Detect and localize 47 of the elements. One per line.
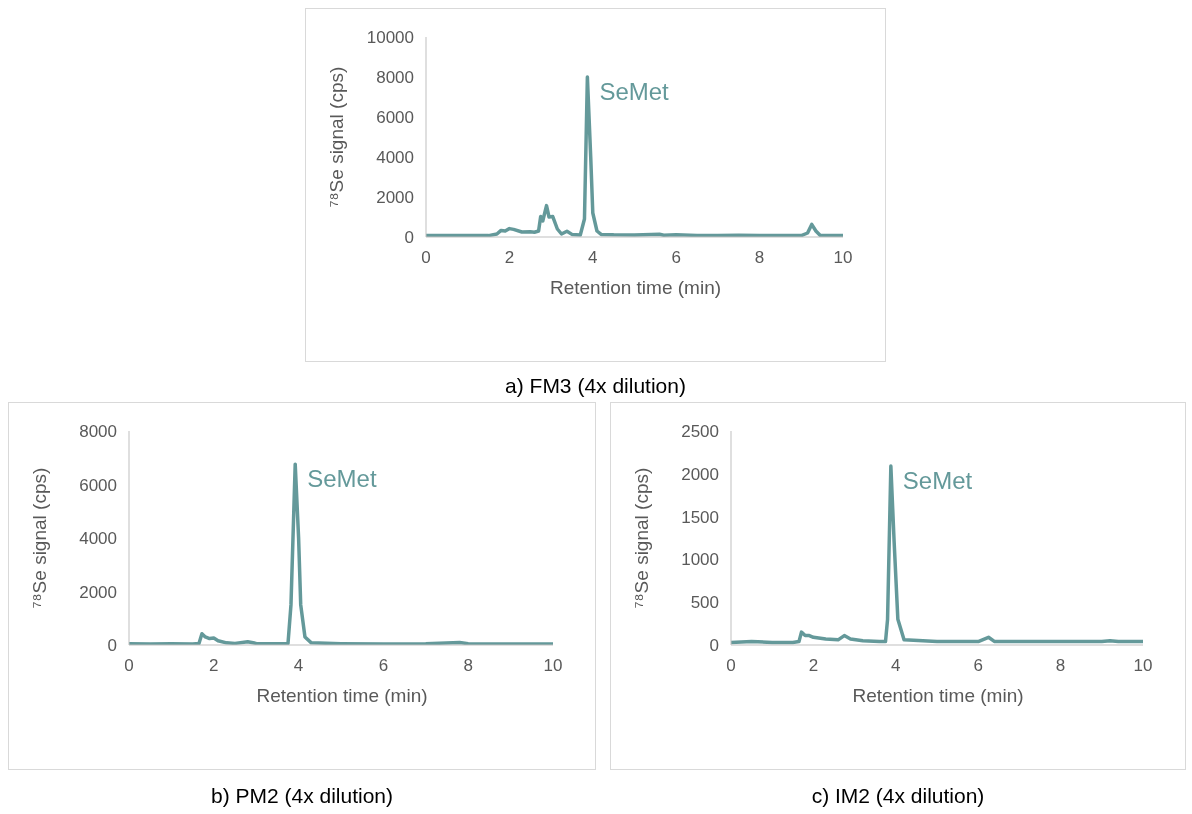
y-tick-label: 4000 <box>376 148 414 168</box>
y-tick-label: 8000 <box>79 422 117 442</box>
y-axis-title: ⁷⁸Se signal (cps) <box>28 467 50 609</box>
y-tick-label: 0 <box>404 228 414 248</box>
annotation: SeMet <box>307 464 377 492</box>
text: a) FM3 (4x dilution) <box>504 374 687 398</box>
y-tick-label: 2000 <box>681 464 719 484</box>
text: c) IM2 (4x dilution) <box>810 784 986 808</box>
y-tick-label: 6000 <box>376 108 414 128</box>
y-tick-label: 8000 <box>376 68 414 88</box>
x-tick-label: 10 <box>1133 656 1153 676</box>
x-axis-title: Retention time (min) <box>851 685 1025 707</box>
annotation: SeMet <box>902 466 973 494</box>
x-tick-label: 4 <box>293 656 304 676</box>
y-tick-label: 4000 <box>79 529 117 549</box>
x-tick-label: 10 <box>833 248 853 268</box>
x-tick-label: 0 <box>421 248 431 268</box>
x-tick-label: 4 <box>588 248 598 268</box>
x-tick-label: 2 <box>209 656 219 676</box>
annotation: SeMet <box>599 77 670 105</box>
x-tick-label: 8 <box>463 656 473 676</box>
y-axis-title: ⁷⁸Se signal (cps) <box>325 66 347 208</box>
y-tick-label: 1000 <box>681 550 719 570</box>
x-tick-label: 2 <box>504 248 515 268</box>
y-tick-label: 0 <box>709 636 719 656</box>
x-tick-label: 6 <box>671 248 681 268</box>
x-tick-label: 4 <box>891 656 901 676</box>
y-axis-title: ⁷⁸Se signal (cps) <box>630 467 652 609</box>
x-tick-label: 2 <box>808 656 819 676</box>
y-tick-label: 1500 <box>681 507 719 527</box>
x-tick-label: 0 <box>726 656 736 676</box>
y-tick-label: 0 <box>107 636 117 656</box>
y-tick-label: 2000 <box>376 188 414 208</box>
text: b) PM2 (4x dilution) <box>209 784 395 808</box>
y-tick-label: 2500 <box>681 422 719 442</box>
x-tick-label: 6 <box>973 656 983 676</box>
x-tick-label: 8 <box>1055 656 1066 676</box>
y-tick-label: 500 <box>690 593 719 613</box>
x-tick-label: 0 <box>124 656 134 676</box>
y-tick-label: 10000 <box>366 28 414 48</box>
x-tick-label: 8 <box>754 248 765 268</box>
x-axis-title: Retention time (min) <box>548 277 723 299</box>
y-tick-label: 2000 <box>79 582 117 602</box>
x-tick-label: 6 <box>378 656 389 676</box>
x-axis-title: Retention time (min) <box>255 685 429 707</box>
x-tick-label: 10 <box>543 656 563 676</box>
y-tick-label: 6000 <box>79 475 117 495</box>
